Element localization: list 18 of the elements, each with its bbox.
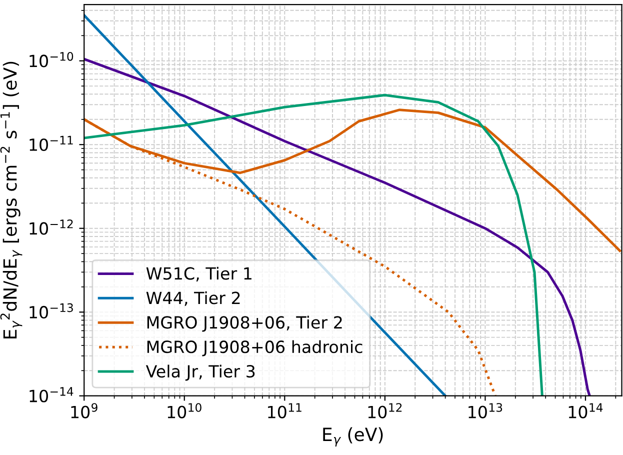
y-tick-label: 10$^{−10}$ (30, 52, 74, 68)
legend-label: MGRO J1908+06, Tier 2 (147, 316, 342, 332)
x-tick-label: 10$^{10}$ (168, 403, 202, 418)
x-tick-label: 10$^{11}$ (268, 403, 302, 418)
text: E$_{γ}$$^{2}$dN/dE$_{γ}$ [ergs cm$^{−2}$ s$^{−1}$] (eV) (0, 62, 22, 338)
y-tick-label: 10$^{−12}$ (30, 220, 73, 235)
x-axis-title: E$_{γ}$ (eV) (323, 427, 383, 447)
x-tick-label: 10$^{12}$ (368, 403, 402, 418)
x-tick-label: 10$^{13}$ (468, 403, 502, 418)
legend-label: W51C, Tier 1 (146, 266, 252, 282)
x-tick-label: 10$^{14}$ (568, 403, 603, 418)
y-tick-label: 10$^{−13}$ (30, 303, 73, 319)
y-tick-label: 10$^{−14}$ (30, 387, 74, 402)
legend-label: Vela Jr, Tier 3 (146, 364, 255, 381)
y-tick-label: 10$^{−11}$ (30, 136, 73, 152)
legend-label: MGRO J1908+06 hadronic (147, 340, 362, 356)
x-tick-label: 10$^{9}$ (71, 403, 98, 418)
legend-label: W44, Tier 2 (146, 291, 240, 306)
